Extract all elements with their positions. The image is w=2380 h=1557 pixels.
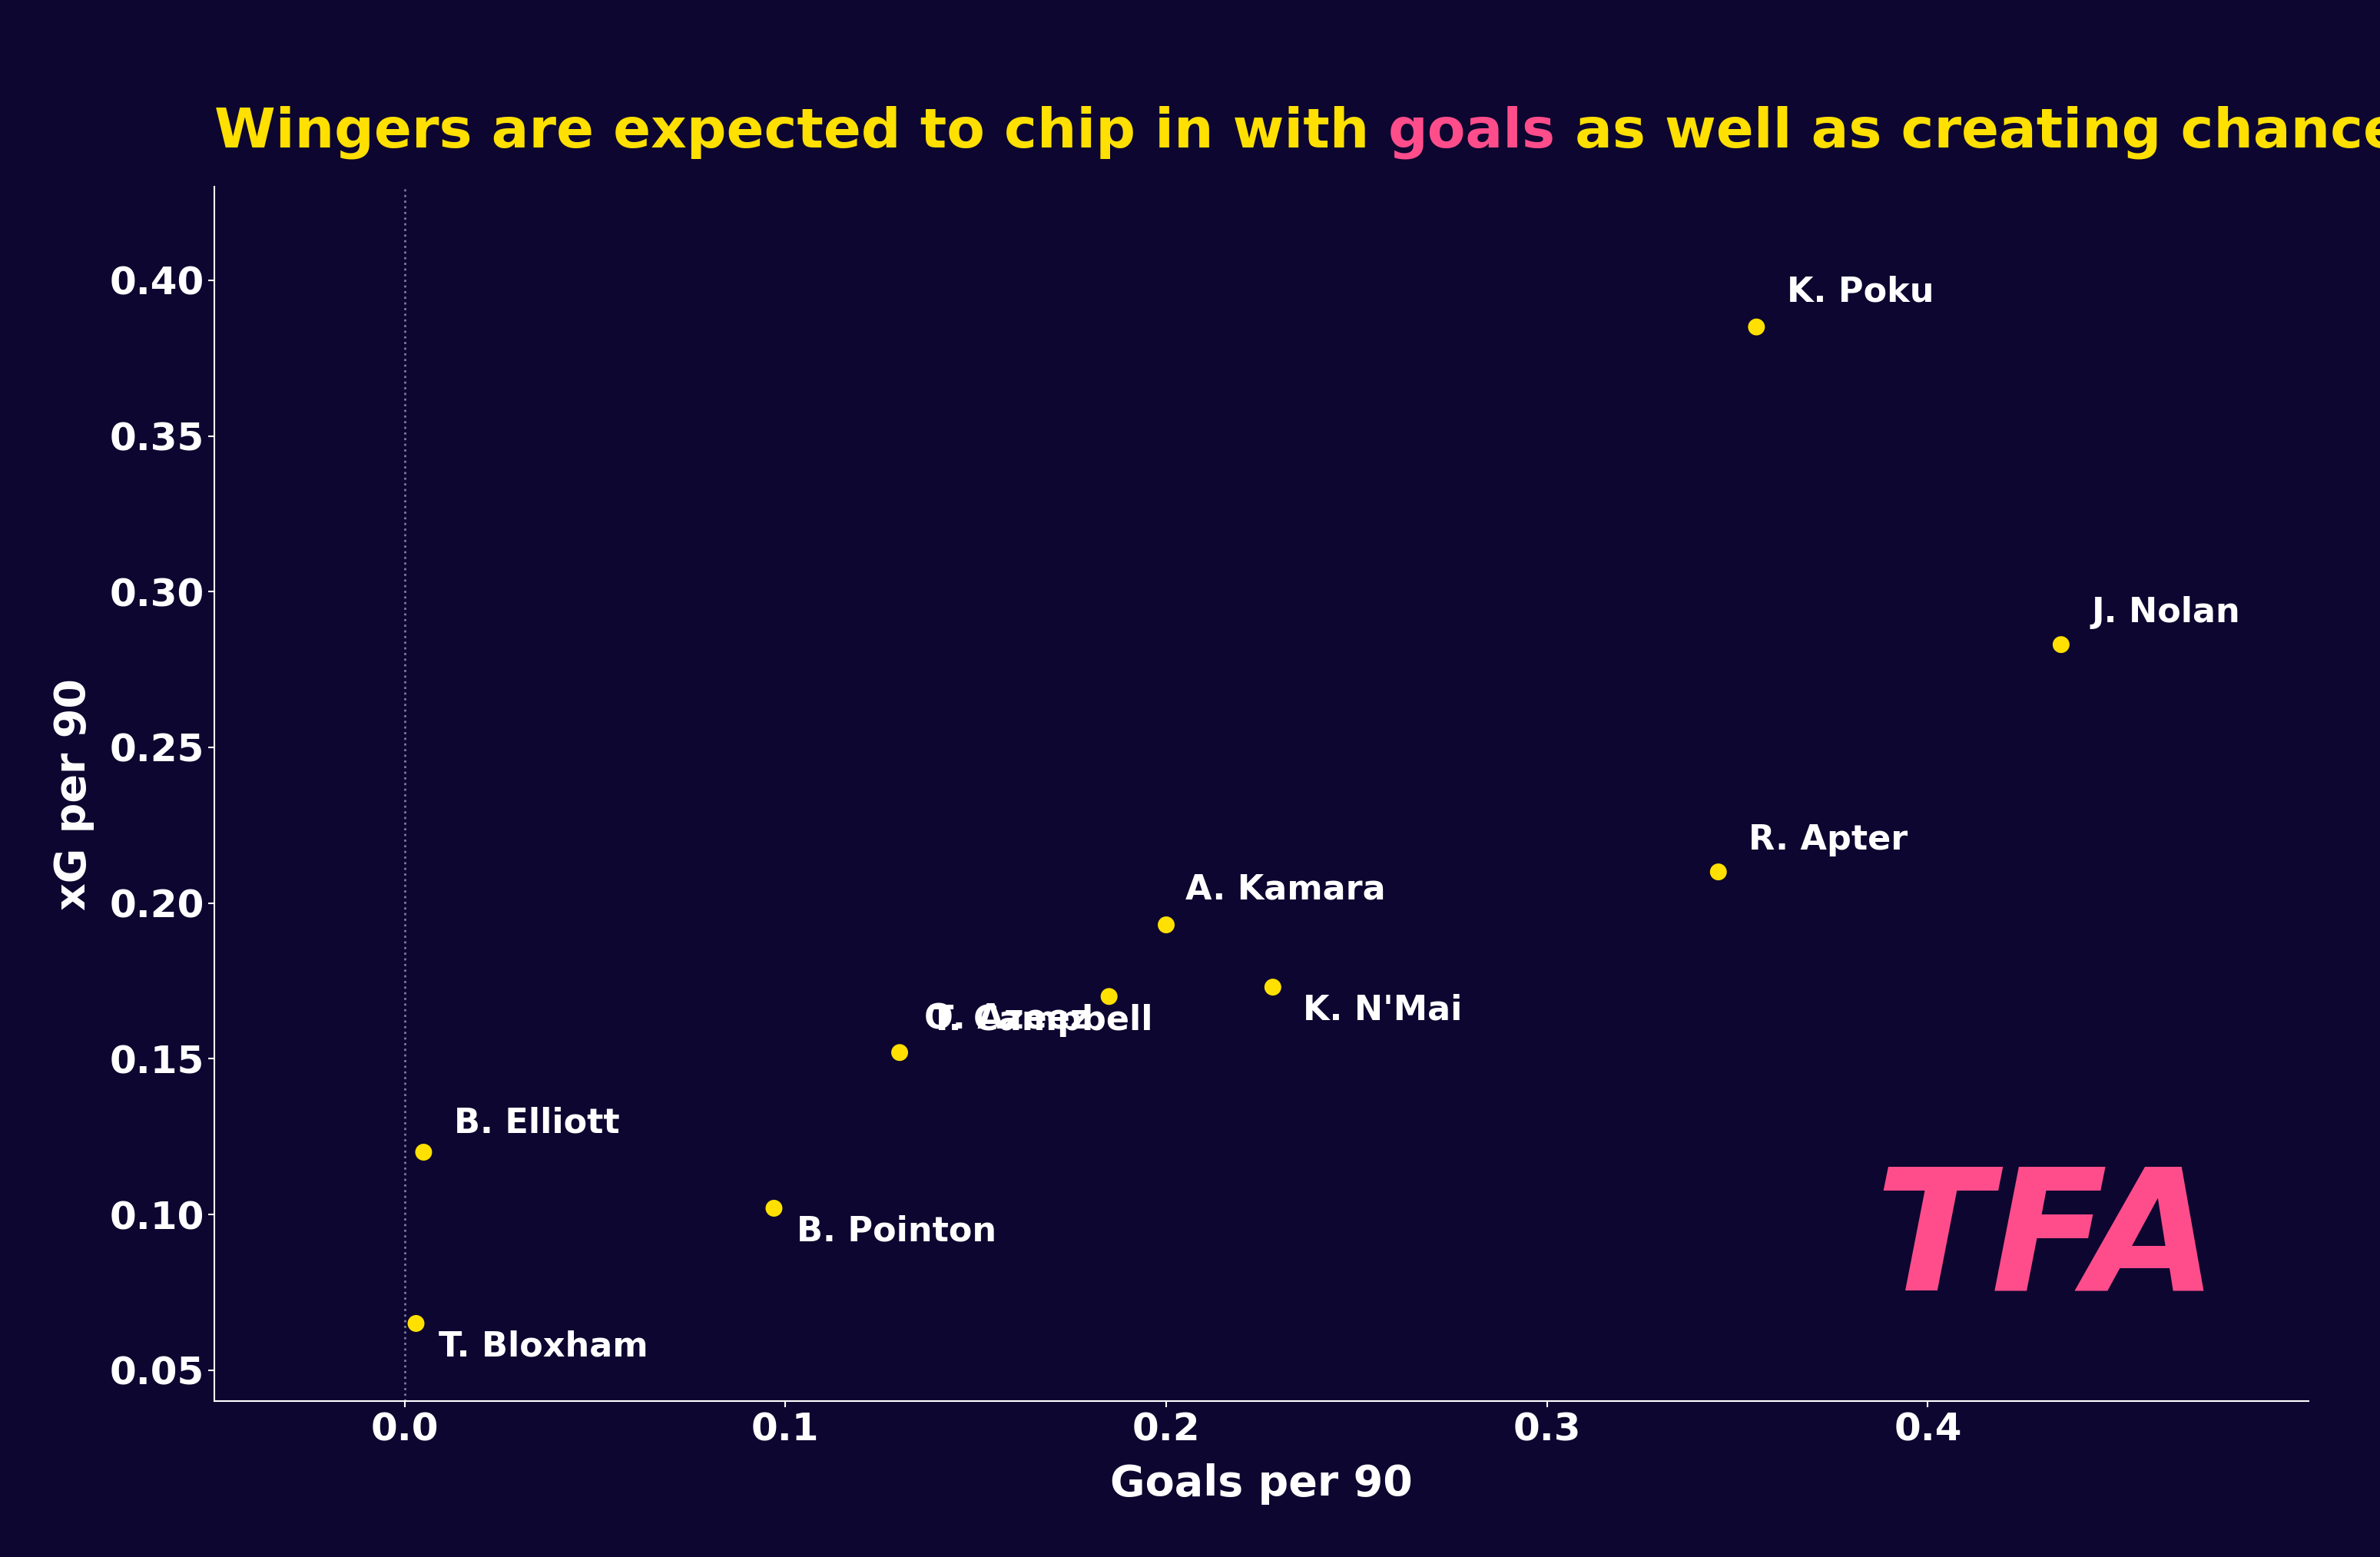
Text: O. Azeez: O. Azeez	[923, 1003, 1090, 1035]
Point	[881, 1040, 919, 1065]
Point	[2042, 632, 2080, 657]
Text: goals: goals	[1388, 106, 1557, 159]
Point	[754, 1196, 793, 1221]
Text: J. Nolan: J. Nolan	[2092, 596, 2240, 629]
Text: R. Apter: R. Apter	[1749, 824, 1909, 856]
Point	[1147, 912, 1185, 937]
Text: Wingers are expected to chip in with: Wingers are expected to chip in with	[214, 106, 1388, 159]
Point	[1090, 984, 1128, 1009]
Point	[397, 1311, 436, 1336]
Text: TFA: TFA	[1875, 1162, 2218, 1325]
Point	[1737, 315, 1775, 339]
X-axis label: Goals per 90: Goals per 90	[1109, 1464, 1414, 1504]
Text: K. N'Mai: K. N'Mai	[1304, 993, 1464, 1026]
Point	[1699, 859, 1737, 884]
Point	[405, 1140, 443, 1165]
Text: B. Elliott: B. Elliott	[455, 1107, 619, 1140]
Text: B. Pointon: B. Pointon	[797, 1214, 997, 1247]
Point	[1254, 975, 1292, 1000]
Text: T. Campbell: T. Campbell	[931, 1004, 1152, 1037]
Text: K. Poku: K. Poku	[1787, 276, 1935, 308]
Text: A. Kamara: A. Kamara	[1185, 873, 1385, 906]
Y-axis label: xG per 90: xG per 90	[52, 679, 95, 909]
Text: T. Bloxham: T. Bloxham	[438, 1330, 647, 1362]
Text: as well as creating chances.: as well as creating chances.	[1557, 106, 2380, 159]
